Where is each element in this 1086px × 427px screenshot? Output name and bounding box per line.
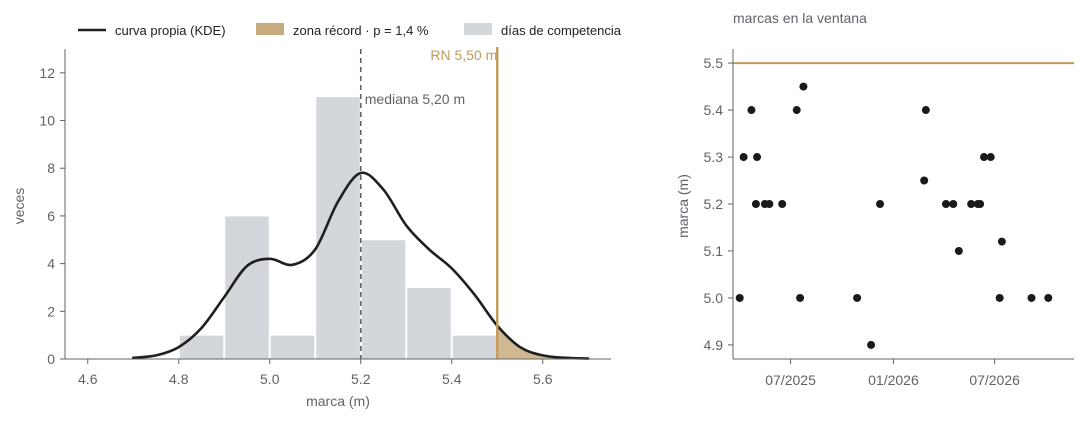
scatter-point [920, 176, 929, 185]
x-tick-label: 5.0 [260, 371, 280, 387]
scatter-point [949, 200, 958, 208]
scatter-point [876, 200, 885, 208]
scatter-point [799, 82, 808, 91]
legend-swatch-record [256, 23, 284, 35]
y-tick-label: 5.0 [704, 290, 724, 306]
histogram-bar [451, 334, 498, 360]
y-tick-label: 0 [47, 351, 55, 367]
record-group: RN 5,50 m [430, 47, 499, 359]
y-tick-label: 12 [39, 65, 55, 81]
y-tick-label: 5.2 [704, 196, 724, 212]
scatter-point [739, 153, 748, 162]
y-tick-label: 5.4 [704, 102, 724, 118]
x-tick-label: 5.2 [351, 371, 371, 387]
scatter-point [967, 200, 976, 208]
scatter-point [735, 293, 744, 302]
legend-label-record: zona récord · p = 1,4 % [293, 23, 429, 38]
y-tick-label: 6 [47, 208, 55, 224]
histogram-bar [315, 96, 361, 360]
y-tick-label: 2 [47, 303, 55, 319]
x-tick-label: 4.6 [78, 371, 98, 387]
y-tick-label: 4.9 [704, 337, 724, 353]
scatter-point [976, 200, 985, 208]
histogram-bars [178, 96, 498, 360]
scatter-points [735, 82, 1053, 349]
scatter-point [941, 200, 950, 208]
record-zone-fill [497, 325, 589, 359]
y-axis-label: veces [11, 188, 27, 225]
y-axis-label: marca (m) [675, 174, 691, 238]
scatter-point [1044, 293, 1053, 302]
x-tick-label: 4.8 [169, 371, 189, 387]
scatter-axes: 07/2025 01/2026 07/2026 4.9 5.0 5.1 5.2 5.3 5.4 5… [675, 10, 1074, 388]
kde-curve-group [131, 171, 590, 360]
x-tick-label: 01/2026 [868, 372, 919, 388]
scatter-point [747, 106, 756, 115]
scatter-title: marcas en la ventana [733, 10, 867, 26]
scatter-point [796, 293, 805, 302]
y-tick-label: 5.5 [704, 55, 724, 71]
median-label: mediana 5,20 m [365, 91, 465, 107]
median-group: mediana 5,20 m [359, 49, 465, 359]
scatter-point [753, 153, 762, 162]
scatter-point [765, 200, 774, 208]
scatter-point [986, 153, 995, 162]
scatter-point [954, 246, 963, 255]
x-tick-label: 07/2026 [969, 372, 1020, 388]
scatter-point [751, 200, 760, 208]
scatter-panel: 07/2025 01/2026 07/2026 4.9 5.0 5.1 5.2 5.3 5.4 5… [675, 10, 1074, 388]
y-tick-label: 5.3 [704, 149, 724, 165]
scatter-point [979, 153, 988, 162]
histogram-panel: mediana 5,20 m RN 5,50 m 4.6 4.8 5.0 5.2 5.4… [11, 23, 622, 409]
scatter-point [1027, 293, 1036, 302]
y-tick-label: 10 [39, 113, 55, 129]
scatter-point [995, 293, 1004, 302]
scatter-point [867, 340, 876, 349]
scatter-point [997, 237, 1006, 246]
scatter-point [853, 293, 862, 302]
record-zone-fill-group [497, 325, 589, 359]
legend: curva propia (KDE) zona récord · p = 1,4 … [78, 23, 622, 38]
x-axis-label: marca (m) [306, 393, 370, 409]
y-tick-label: 5.1 [704, 243, 724, 259]
scatter-point [792, 106, 801, 115]
scatter-point [921, 106, 930, 115]
kde-curve [131, 171, 590, 360]
scatter-point [778, 200, 787, 208]
legend-swatch-hist [464, 23, 492, 35]
x-tick-label: 07/2025 [765, 372, 816, 388]
histogram-bar [360, 239, 407, 360]
x-tick-label: 5.6 [533, 371, 553, 387]
histogram-bar [178, 334, 225, 360]
y-tick-label: 8 [47, 160, 55, 176]
legend-label-kde: curva propia (KDE) [115, 23, 226, 38]
legend-label-hist: días de competencia [501, 23, 622, 38]
y-tick-label: 4 [47, 256, 55, 272]
histogram-axes: 4.6 4.8 5.0 5.2 5.4 5.6 0 2 4 6 8 10 12 marca (m) vece… [11, 49, 611, 409]
histogram-bar [269, 334, 316, 360]
record-label: RN 5,50 m [430, 47, 497, 63]
x-tick-label: 5.4 [442, 371, 462, 387]
histogram-bar [406, 286, 452, 360]
